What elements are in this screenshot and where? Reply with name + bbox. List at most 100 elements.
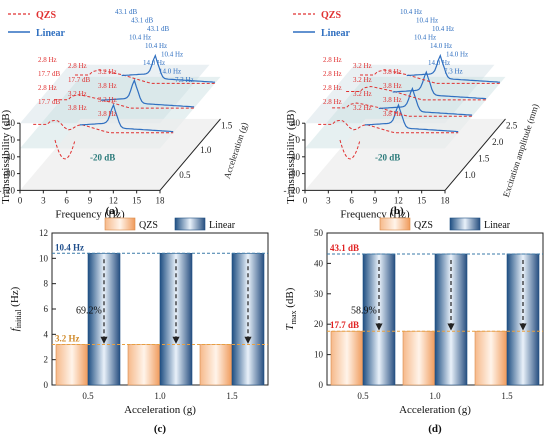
- x-tick-label: 0: [18, 195, 23, 205]
- x-tick-label: 12: [109, 195, 118, 205]
- qzs-curve-label: 3.2 Hz: [353, 104, 372, 112]
- x-tick-label: 9: [88, 195, 93, 205]
- bar-qzs: [55, 344, 89, 386]
- linear-curve-label: 43.1 dB: [115, 8, 138, 16]
- linear-curve: [378, 86, 473, 116]
- y-tick-label: 20: [314, 319, 324, 329]
- panel-label: (c): [154, 423, 167, 435]
- floor-plane: [305, 118, 506, 191]
- qzs-curve-label: 17.7 dB: [38, 70, 61, 78]
- panel-label: (b): [390, 205, 404, 217]
- linear-curve-label: 14.0 Hz: [428, 59, 450, 67]
- z-tick-label: 2.5: [506, 120, 518, 130]
- qzs-dip: [339, 139, 361, 160]
- x-tick-label: 9: [373, 195, 378, 205]
- x-tick-label: 3: [41, 195, 46, 205]
- y-tick-label: -80: [3, 169, 15, 179]
- x-axis-label: Frequency (Hz): [340, 208, 410, 220]
- qzs-curve-label: 3.2 Hz: [353, 76, 372, 84]
- qzs-curve-label: 3.8 Hz: [98, 82, 117, 90]
- y-axis-label: Transmissibility (dB): [0, 109, 12, 203]
- z-tick-label: 1.5: [221, 120, 233, 130]
- linear-curve-label: 10.4 Hz: [432, 25, 454, 33]
- bar-qzs: [127, 344, 161, 386]
- linear-curve-label: 7.3 Hz: [444, 68, 463, 76]
- z-tick-label: 2.0: [492, 137, 504, 147]
- qzs-curve-label: 3.8 Hz: [68, 104, 87, 112]
- qzs-curve: [318, 119, 459, 134]
- linear-curve-label: 10.4 Hz: [161, 51, 183, 59]
- y-label-unit: (Hz): [9, 286, 21, 309]
- legend-linear-label: Linear: [36, 28, 65, 39]
- annotation-minus20: -20 dB: [90, 152, 115, 162]
- y-tick-label: -120: [284, 185, 301, 195]
- y-tick-label: 10: [314, 350, 324, 360]
- y-tick-label: -40: [3, 152, 15, 162]
- qzs-curve-label: 3.2 Hz: [353, 90, 372, 98]
- qzs-curve-label: 3.8 Hz: [383, 110, 402, 118]
- qzs-curve-label: 3.8 Hz: [98, 110, 117, 118]
- qzs-curve-label: 2.8 Hz: [38, 56, 57, 64]
- legend-linear-label: Linear: [484, 220, 511, 231]
- y-axis-label: Tmax (dB): [284, 287, 298, 330]
- floor-plane: [20, 118, 221, 191]
- linear-curve: [406, 53, 501, 83]
- reference-label: 17.7 dB: [330, 320, 359, 330]
- y-tick-label: 12: [39, 228, 48, 238]
- linear-curve: [364, 103, 459, 133]
- x-tick-label: 18: [441, 195, 451, 205]
- linear-curve: [392, 70, 487, 100]
- linear-curve: [121, 53, 216, 83]
- linear-curve-label: 10.4 Hz: [400, 8, 422, 16]
- legend-qzs-label: QZS: [414, 220, 433, 231]
- y-tick-label: -40: [288, 152, 300, 162]
- x-tick-label: 6: [349, 195, 354, 205]
- x-axis-label: Acceleration (g): [124, 404, 196, 416]
- linear-curve-label: 14.0 Hz: [446, 51, 468, 59]
- reference-label: 10.4 Hz: [55, 242, 84, 252]
- z-tick-label: 1.5: [478, 153, 490, 163]
- z-tick-label: 1.0: [200, 145, 212, 155]
- qzs-dip: [54, 139, 76, 160]
- linear-curve-label: 14.0 Hz: [430, 42, 452, 50]
- linear-curve-label: 14.0 Hz: [159, 68, 181, 76]
- y-label-sub: initial: [14, 309, 23, 328]
- linear-curve-label: 14.0 Hz: [143, 59, 165, 67]
- linear-curve-label: 10.4 Hz: [414, 34, 436, 42]
- qzs-curve: [33, 119, 174, 134]
- z-axis-label: Excitation amplitude (mm): [501, 103, 541, 199]
- qzs-curve-label: 2.8 Hz: [323, 70, 342, 78]
- y-tick-label: 50: [314, 228, 324, 238]
- linear-curve-label: 7.3 Hz: [175, 76, 194, 84]
- qzs-curve-label: 17.7 dB: [68, 76, 91, 84]
- x-tick-label: 6: [64, 195, 69, 205]
- x-tick-label: 0: [303, 195, 308, 205]
- qzs-curve-label: 2.8 Hz: [323, 98, 342, 106]
- y-tick-label: 0: [11, 135, 16, 145]
- qzs-curve: [346, 85, 487, 101]
- y-tick-label: 10: [39, 253, 49, 263]
- depth-plane: [305, 64, 495, 124]
- y-tick-label: 30: [314, 289, 324, 299]
- y-tick-label: 40: [291, 118, 301, 128]
- qzs-curve-label: 3.2 Hz: [68, 90, 87, 98]
- legend-qzs-label: QZS: [321, 10, 341, 21]
- reference-label: 3.2 Hz: [55, 333, 80, 343]
- z-tick-label: 0.5: [179, 170, 191, 180]
- x-tick-label: 18: [156, 195, 166, 205]
- legend-qzs-swatch: [379, 217, 411, 231]
- panel-label: (d): [428, 423, 442, 435]
- y-label-unit: (dB): [284, 287, 296, 310]
- y-tick-label: -120: [0, 185, 15, 195]
- linear-curve-label: 43.1 dB: [147, 25, 170, 33]
- legend-qzs-swatch: [104, 217, 136, 231]
- qzs-curve-label: 3.8 Hz: [383, 96, 402, 104]
- x-tick-label: 15: [417, 195, 427, 205]
- qzs-curve-label: 2.8 Hz: [68, 62, 87, 70]
- y-tick-label: 0: [296, 135, 301, 145]
- z-axis: [444, 118, 506, 191]
- bar-qzs: [402, 330, 436, 386]
